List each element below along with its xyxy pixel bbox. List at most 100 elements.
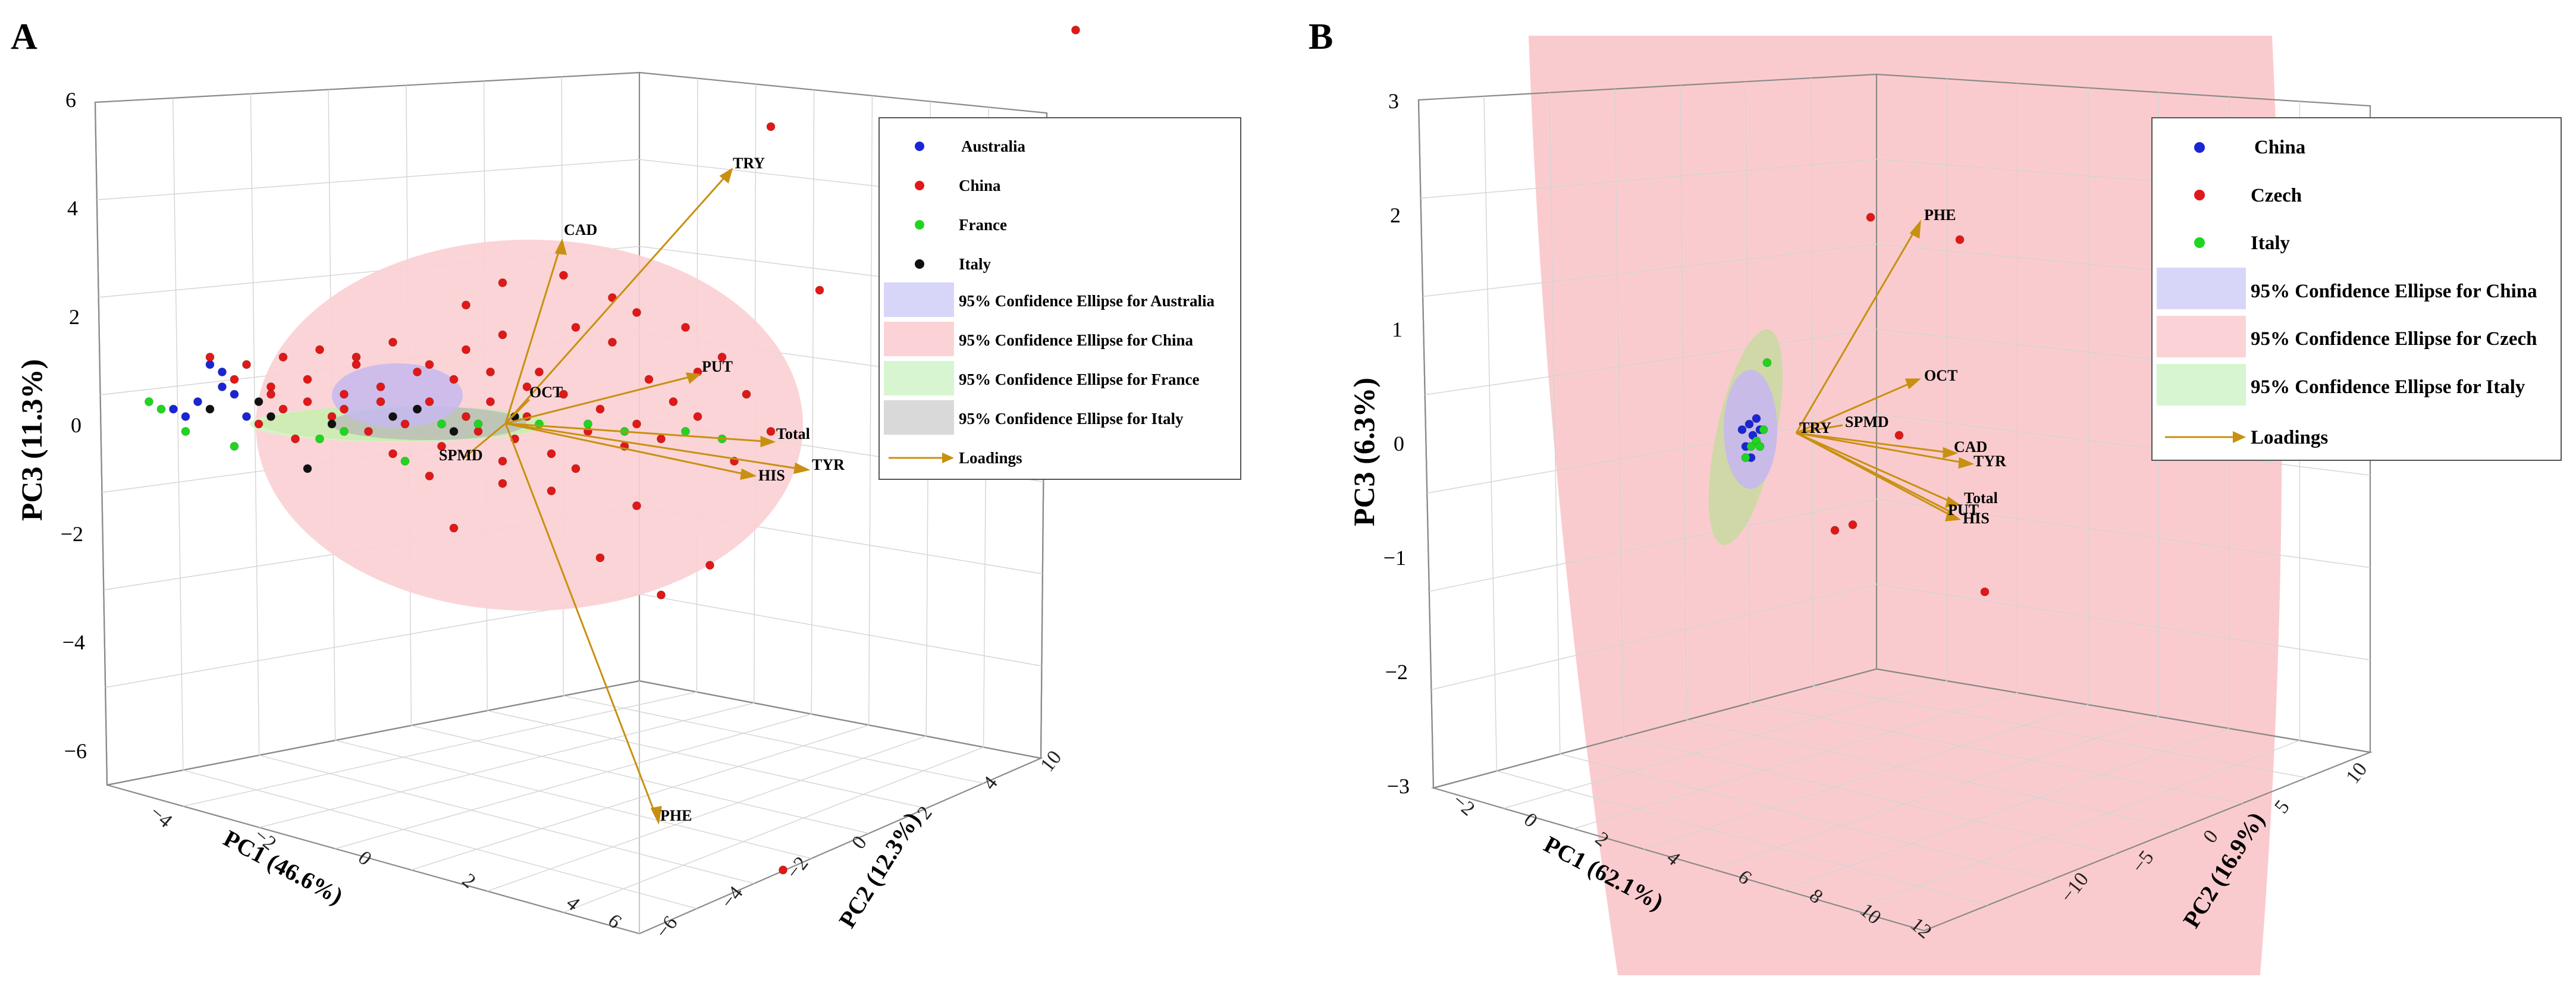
data-point-australia xyxy=(218,368,227,376)
data-point-china xyxy=(278,353,288,362)
z-tick: 0 xyxy=(71,413,81,437)
data-point-italy xyxy=(1741,453,1750,463)
grid-line xyxy=(1623,736,2116,855)
grid-line xyxy=(1429,498,1877,592)
x-tick: 2 xyxy=(458,869,480,893)
y-axis-title-a: PC2 (12.3%) xyxy=(833,808,925,932)
legend-label: 95% Confidence Ellipse for France xyxy=(959,370,1199,388)
grid-line xyxy=(411,725,869,834)
loading-arrowhead-tyr-b xyxy=(1958,457,1975,469)
data-point-china xyxy=(315,345,324,354)
data-point-china xyxy=(1071,26,1080,34)
legend-label: 95% Confidence Ellipse for China xyxy=(959,331,1194,349)
data-point-china xyxy=(266,382,275,391)
loading-label-total-b: Total xyxy=(1964,489,1998,507)
panel-b-floor xyxy=(1430,668,2373,932)
z-tick: −2 xyxy=(61,522,83,546)
data-point-italy xyxy=(266,412,275,421)
panel-a-label: A xyxy=(11,17,37,57)
data-point-china xyxy=(498,278,507,287)
panel-b-loadings xyxy=(1795,219,1975,522)
loading-arrow-oct xyxy=(504,398,531,425)
data-point-china xyxy=(388,338,397,347)
grid-line xyxy=(259,702,755,828)
grid-line xyxy=(487,736,927,892)
data-point-china xyxy=(376,397,385,406)
data-point-italy xyxy=(1755,442,1765,451)
panel-b-z-ticks: 3 2 1 0 −1 −2 −3 xyxy=(1383,89,1410,798)
data-point-france xyxy=(583,419,592,429)
loading-label-try: TRY xyxy=(733,155,765,172)
data-point-france xyxy=(681,427,690,436)
data-point-china xyxy=(205,353,215,362)
data-point-czech xyxy=(1894,431,1904,440)
data-point-china xyxy=(425,360,434,369)
legend-label: Loadings xyxy=(2251,427,2328,448)
panel-b-left-edge xyxy=(1417,99,1435,789)
grid-line xyxy=(411,724,869,871)
data-point-france xyxy=(156,404,166,414)
loading-label-his-b: HIS xyxy=(1963,510,1990,527)
legend-marker-italy-b xyxy=(2194,237,2205,248)
loading-arrow-tyr xyxy=(505,422,807,471)
loading-label-tyr-b: TYR xyxy=(1973,453,2006,470)
grid-line xyxy=(1496,770,1988,906)
y-tick: 4 xyxy=(978,772,1002,794)
data-point-france xyxy=(400,457,410,466)
legend-label: Loadings xyxy=(959,449,1022,467)
data-point-china xyxy=(352,360,361,369)
legend-patch-france xyxy=(884,361,954,395)
loading-arrowhead-phe-b xyxy=(1909,219,1921,239)
y-tick: 0 xyxy=(848,832,871,853)
x-axis-title-a: PC1 (46.6%) xyxy=(219,825,347,910)
loading-label-put-b: PUT xyxy=(1948,501,1979,519)
data-point-china xyxy=(657,434,666,444)
loading-arrowhead-try xyxy=(719,167,733,184)
grid-line xyxy=(811,90,815,714)
legend-label: China xyxy=(959,177,1001,194)
data-point-china xyxy=(449,523,459,533)
loading-arrow-phe-b xyxy=(1795,224,1919,434)
grid-line xyxy=(1750,702,2243,804)
legend-label: China xyxy=(2254,137,2305,158)
data-point-china xyxy=(437,442,446,451)
data-point-china xyxy=(462,345,470,354)
panel-a-x-ticks: −4 −2 0 2 4 6 xyxy=(146,802,626,933)
legend-label: 95% Confidence Ellipse for Italy xyxy=(2251,376,2525,398)
data-point-china xyxy=(1744,419,1754,429)
loading-arrowhead-put xyxy=(685,372,701,384)
data-point-china xyxy=(278,404,288,414)
data-point-china xyxy=(669,397,678,406)
data-point-china xyxy=(559,271,568,280)
data-point-czech xyxy=(1955,235,1965,244)
data-point-france xyxy=(437,419,446,429)
grid-line xyxy=(183,691,697,807)
data-point-china xyxy=(681,323,690,332)
data-point-china xyxy=(657,591,666,599)
data-point-italy xyxy=(303,464,312,473)
z-tick: 0 xyxy=(1394,432,1404,456)
z-tick: −2 xyxy=(1385,660,1408,684)
ellipse-czech xyxy=(1529,36,2282,975)
data-point-china xyxy=(632,419,641,429)
data-point-czech xyxy=(1848,520,1858,529)
panel-a-z-ticks: 6 4 2 0 −2 −4 −6 xyxy=(61,88,87,763)
loading-arrowhead-oct-b xyxy=(1904,378,1921,390)
legend-patch-australia xyxy=(884,282,954,317)
panel-a-loading-labels: TRY CAD PUT OCT Total TYR HIS SPMD PHE xyxy=(439,155,845,824)
data-point-china xyxy=(473,427,483,436)
data-point-china xyxy=(352,353,361,362)
y-tick: −2 xyxy=(782,853,812,883)
data-point-china xyxy=(547,486,556,495)
loading-arrow-his-b xyxy=(1796,432,1957,520)
grid-line xyxy=(1423,244,1877,297)
data-point-china xyxy=(766,427,776,436)
x-tick: 0 xyxy=(1520,809,1542,832)
data-point-china xyxy=(498,330,507,340)
legend-patch-china xyxy=(884,322,954,356)
loading-arrowhead-tyr xyxy=(793,462,811,474)
grid-line xyxy=(639,593,1042,667)
loading-label-total: Total xyxy=(776,425,810,442)
data-point-china xyxy=(498,457,507,466)
